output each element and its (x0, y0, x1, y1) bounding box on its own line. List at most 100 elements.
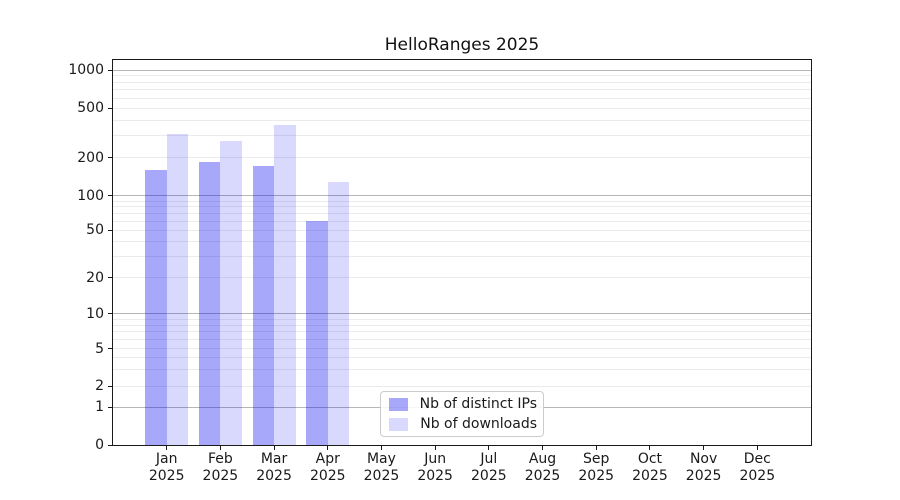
x-tick (488, 446, 490, 450)
gridline (113, 338, 811, 340)
y-tick-label: 0 (95, 437, 104, 453)
y-tick (108, 229, 112, 231)
x-tick-year: 2025 (524, 467, 561, 484)
x-tick (380, 446, 382, 450)
x-tick-label: Sep 2025 (564, 451, 628, 484)
gridline (113, 206, 811, 208)
legend-label-downloads: Nb of downloads (420, 415, 537, 432)
y-tick-label: 1000 (68, 62, 104, 78)
legend: Nb of distinct IPs Nb of downloads (380, 391, 544, 437)
y-tick-label: 5 (95, 340, 104, 357)
x-tick-label: Jun 2025 (403, 451, 467, 484)
y-tick (108, 385, 112, 387)
y-tick-label: 2 (95, 378, 104, 395)
x-tick-month: Nov (689, 451, 718, 467)
y-tick (108, 107, 112, 109)
x-tick (595, 446, 597, 450)
x-tick (166, 446, 168, 450)
bar-s0-mar (252, 166, 275, 445)
x-tick-label: Oct 2025 (618, 451, 682, 484)
x-tick-month: Mar (260, 451, 288, 467)
y-tick (108, 444, 112, 446)
gridline (113, 97, 811, 99)
bar-s0-feb (198, 162, 221, 445)
bar-s1-feb (220, 140, 242, 445)
bar-s1-mar (274, 125, 296, 445)
y-tick-label: 50 (86, 222, 104, 239)
legend-swatch-distinct-ips (389, 397, 408, 411)
x-tick-year: 2025 (148, 467, 185, 484)
x-tick-year: 2025 (471, 467, 507, 484)
gridline (113, 75, 811, 77)
bar-s1-jan (166, 134, 189, 445)
gridline (113, 313, 811, 315)
gridline (113, 81, 811, 83)
x-tick-label: Aug 2025 (511, 451, 575, 484)
x-tick (327, 446, 329, 450)
gridline (113, 357, 811, 359)
gridline (113, 220, 811, 222)
x-tick-year: 2025 (363, 467, 400, 484)
y-tick-label: 1 (95, 399, 104, 415)
gridline (113, 368, 811, 370)
y-tick-label: 10 (86, 305, 104, 322)
x-tick-month: Apr (315, 451, 340, 467)
x-tick-label: Nov 2025 (672, 451, 736, 484)
x-tick (219, 446, 221, 450)
x-tick-year: 2025 (309, 467, 346, 484)
x-tick-month: May (366, 451, 396, 467)
gridline (113, 195, 811, 197)
x-tick (273, 446, 275, 450)
x-tick-label: Jan 2025 (135, 451, 199, 484)
bar-s0-jan (145, 170, 167, 445)
x-tick-year: 2025 (202, 467, 239, 484)
y-tick-label: 20 (86, 269, 104, 286)
y-tick (108, 157, 112, 159)
x-tick-year: 2025 (685, 467, 722, 484)
gridline (113, 318, 811, 320)
x-tick-year: 2025 (417, 467, 453, 484)
x-tick-month: Aug (528, 451, 557, 467)
x-tick-month: Jun (424, 451, 447, 467)
gridline (113, 212, 811, 214)
x-tick-month: Jan (155, 451, 178, 467)
bar-s0-apr (306, 221, 328, 445)
x-tick-year: 2025 (256, 467, 292, 484)
y-tick (108, 69, 112, 71)
x-tick-month: Oct (637, 451, 663, 467)
gridline (113, 229, 811, 231)
y-tick (108, 195, 112, 197)
y-tick-label: 100 (77, 187, 104, 204)
y-tick (108, 313, 112, 315)
x-tick-label: Mar 2025 (242, 451, 306, 484)
x-tick-year: 2025 (739, 467, 776, 484)
x-tick-label: Dec 2025 (725, 451, 789, 484)
y-tick-label: 500 (77, 100, 104, 116)
gridline (113, 256, 811, 258)
x-tick (703, 446, 705, 450)
x-tick (542, 446, 544, 450)
legend-item-downloads: Nb of downloads (387, 415, 537, 432)
y-tick (108, 277, 112, 279)
x-tick (756, 446, 758, 450)
x-tick-label: May 2025 (349, 451, 413, 484)
gridline (113, 331, 811, 333)
plot-area (112, 59, 812, 446)
legend-item-distinct-ips: Nb of distinct IPs (387, 395, 537, 412)
legend-label-distinct-ips: Nb of distinct IPs (419, 395, 537, 412)
y-tick-label: 200 (77, 149, 104, 166)
gridline (113, 89, 811, 91)
y-tick (108, 406, 112, 408)
gridline (113, 277, 811, 279)
gridline (113, 69, 811, 71)
x-tick-year: 2025 (632, 467, 668, 484)
y-tick (108, 348, 112, 350)
gridline (113, 241, 811, 243)
x-tick-month: Jul (480, 451, 498, 467)
x-tick-month: Dec (743, 451, 771, 467)
x-tick (434, 446, 436, 450)
legend-swatch-downloads (389, 417, 409, 431)
gridline (113, 348, 811, 350)
x-tick-month: Feb (207, 451, 233, 467)
